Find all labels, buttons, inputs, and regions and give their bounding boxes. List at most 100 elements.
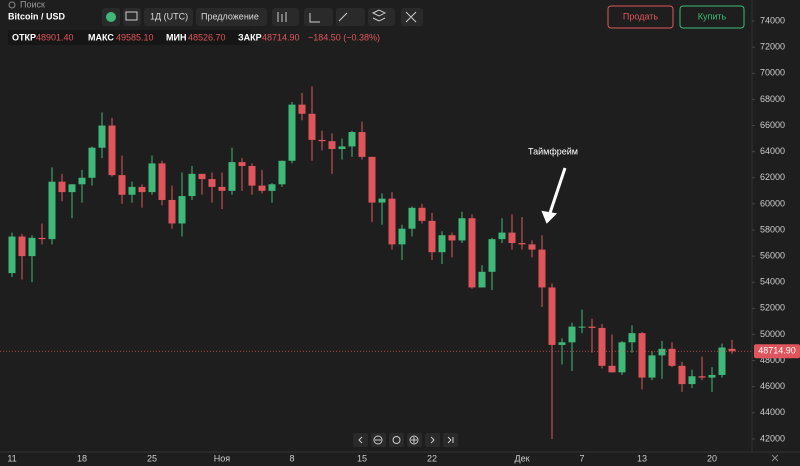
candle-body xyxy=(408,207,416,229)
drawing-button[interactable] xyxy=(336,8,365,26)
x-tick-label: 8 xyxy=(289,453,294,463)
y-tick-label: 74000 xyxy=(760,15,785,25)
indicators-button[interactable] xyxy=(304,8,333,26)
reset[interactable] xyxy=(389,433,404,447)
last-price-tag xyxy=(754,344,800,359)
candle-body xyxy=(78,177,86,185)
candle-body xyxy=(618,342,626,373)
candle-body xyxy=(178,196,186,224)
y-tick-label: 62000 xyxy=(760,172,785,182)
y-tick-label: 54000 xyxy=(760,277,785,287)
candle-body xyxy=(238,162,246,167)
x-tick-label: 15 xyxy=(357,453,367,463)
y-tick-label: 56000 xyxy=(760,250,785,260)
candle-body xyxy=(688,376,696,385)
candle-body xyxy=(98,125,106,148)
candle-body xyxy=(638,333,646,378)
ohlc-bar xyxy=(8,30,250,45)
low-value: 48526.70 xyxy=(188,32,226,42)
y-tick-label: 58000 xyxy=(760,224,785,234)
candle-body xyxy=(428,220,436,253)
candle-body xyxy=(578,326,586,328)
close-label: ЗАКР xyxy=(238,32,262,42)
y-tick-label: 66000 xyxy=(760,120,785,130)
mode-button[interactable] xyxy=(196,8,267,26)
candle-body xyxy=(548,287,556,345)
y-tick-label: 48000 xyxy=(760,355,785,365)
candle-body xyxy=(498,232,506,240)
y-tick-label: 44000 xyxy=(760,407,785,417)
candle-body xyxy=(718,347,726,375)
candle-body xyxy=(658,348,666,356)
candle-body xyxy=(138,186,146,193)
navigation xyxy=(353,433,458,447)
settings-icon[interactable] xyxy=(771,454,779,462)
candle-body xyxy=(678,365,686,385)
sell[interactable]: Продать xyxy=(623,11,658,21)
candle-body xyxy=(598,327,606,366)
x-tick-label: 25 xyxy=(147,453,157,463)
close-value: 48714.90 xyxy=(262,32,300,42)
buy-button[interactable] xyxy=(679,5,745,29)
candle-body xyxy=(148,163,156,193)
x-tick-label: 13 xyxy=(637,453,647,463)
candle-body xyxy=(398,228,406,245)
sell-button[interactable] xyxy=(607,5,674,29)
plot: 42000 44000 46000 48000 50000 52000 54000 56000… xyxy=(0,15,800,463)
candle-body xyxy=(308,113,316,140)
scroll-right[interactable] xyxy=(425,433,440,447)
interval-button[interactable] xyxy=(144,8,193,26)
candle-body xyxy=(388,198,396,245)
candle-body xyxy=(248,166,256,186)
symbol[interactable]: Bitcoin / USD xyxy=(8,11,66,21)
candle-body xyxy=(508,232,516,244)
candle-body xyxy=(258,185,266,191)
zoom-in-icon xyxy=(409,435,419,445)
y-tick-label: 70000 xyxy=(760,68,785,78)
y-tick-label: 60000 xyxy=(760,198,785,208)
candle-body xyxy=(528,244,536,250)
candle-body xyxy=(268,184,276,191)
candle-body xyxy=(348,132,356,147)
candle-body xyxy=(58,181,66,193)
candle-body xyxy=(158,163,166,200)
candle-body xyxy=(38,237,46,240)
candle-body xyxy=(188,173,196,197)
candle-body xyxy=(478,271,486,288)
candle-body xyxy=(698,376,706,378)
scroll-left[interactable] xyxy=(353,433,368,447)
y-tick-label: 50000 xyxy=(760,329,785,339)
buy[interactable]: Купить xyxy=(698,11,727,21)
candle-body xyxy=(128,186,136,195)
candle-body xyxy=(108,125,116,176)
x-tick-label: 20 xyxy=(707,453,717,463)
candle-body xyxy=(168,199,176,224)
y-tick-label: 52000 xyxy=(760,303,785,313)
candle-body xyxy=(18,236,26,257)
candle-body xyxy=(468,218,476,288)
y-tick-label: 42000 xyxy=(760,433,785,443)
y-tick-label: 72000 xyxy=(760,42,785,52)
status-icon xyxy=(106,12,116,22)
candle-body xyxy=(318,139,326,142)
candle-body xyxy=(198,173,206,180)
zoom-out-icon xyxy=(373,435,383,445)
fullscreen-button[interactable] xyxy=(401,8,423,26)
candle-body xyxy=(368,156,376,203)
candle-body xyxy=(708,374,716,378)
search[interactable]: Поиск xyxy=(20,0,45,9)
mode[interactable]: Предложение xyxy=(201,11,259,21)
candle-body xyxy=(338,146,346,150)
annotation-arrow xyxy=(547,167,567,217)
candle-body xyxy=(648,355,656,378)
open-label: ОТКР xyxy=(12,32,36,42)
y-tick-label: 46000 xyxy=(760,381,785,391)
candle-body xyxy=(328,141,336,150)
search-icon[interactable] xyxy=(8,1,16,9)
candle-body xyxy=(608,365,616,373)
y-tick-label: 64000 xyxy=(760,146,785,156)
interval[interactable]: 1Д (UTC) xyxy=(150,11,188,21)
x-tick-label: 22 xyxy=(427,453,437,463)
candle-body xyxy=(118,175,126,195)
candle-body xyxy=(88,147,96,178)
